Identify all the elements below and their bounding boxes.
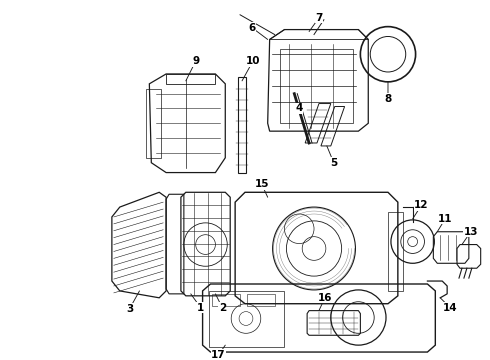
Text: 8: 8 — [384, 94, 392, 104]
Text: 17: 17 — [211, 350, 226, 360]
Text: 16: 16 — [318, 293, 332, 303]
Text: 6: 6 — [248, 23, 255, 33]
Text: 11: 11 — [438, 214, 452, 224]
Text: 14: 14 — [443, 303, 458, 313]
Text: 2: 2 — [219, 303, 226, 313]
Text: 7: 7 — [315, 13, 322, 23]
Text: 9: 9 — [192, 56, 199, 66]
Text: 13: 13 — [464, 227, 478, 237]
Text: 15: 15 — [254, 179, 269, 189]
Text: 10: 10 — [245, 56, 260, 66]
Text: 1: 1 — [197, 303, 204, 313]
Text: 5: 5 — [330, 158, 338, 168]
Text: 12: 12 — [414, 200, 429, 210]
Text: 3: 3 — [126, 303, 133, 314]
Text: 4: 4 — [295, 103, 303, 113]
